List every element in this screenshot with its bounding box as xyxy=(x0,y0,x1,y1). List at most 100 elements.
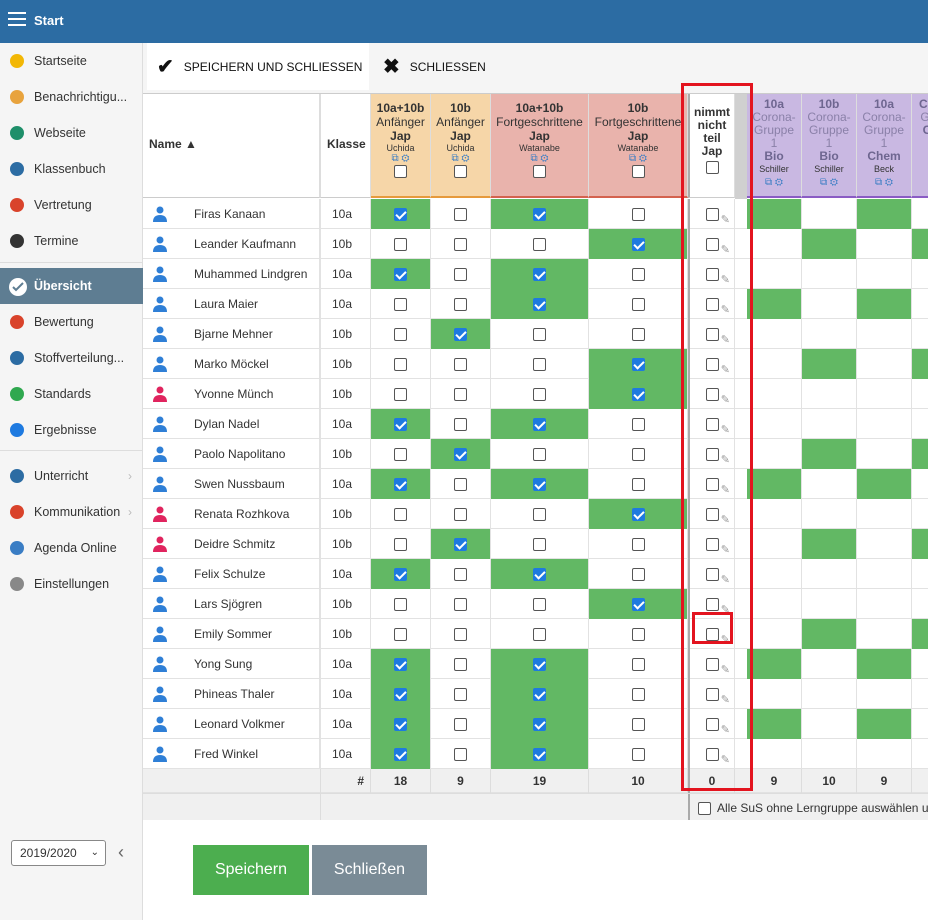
pencil-icon[interactable]: ✎ xyxy=(720,724,730,736)
sidebar-item-4[interactable]: Vertretung xyxy=(0,187,143,223)
group-membership-checkbox[interactable] xyxy=(631,477,645,491)
corona-group-cell[interactable] xyxy=(747,409,802,439)
group-membership-checkbox[interactable] xyxy=(394,297,407,311)
group-membership-checkbox[interactable] xyxy=(454,357,467,371)
pencil-icon[interactable]: ✎ xyxy=(720,304,730,316)
corona-group-cell[interactable] xyxy=(802,289,857,319)
corona-group-cell[interactable] xyxy=(802,259,857,289)
corona-group-cell[interactable] xyxy=(747,559,802,589)
group-membership-checkbox[interactable] xyxy=(533,717,546,731)
corona-group-cell[interactable] xyxy=(747,589,802,619)
corona-group-cell[interactable] xyxy=(857,619,912,649)
corona-group-cell[interactable] xyxy=(747,199,802,229)
pencil-icon[interactable]: ✎ xyxy=(720,334,730,346)
group-membership-checkbox[interactable] xyxy=(533,687,546,701)
pencil-icon[interactable]: ✎ xyxy=(720,754,730,766)
group-membership-checkbox[interactable] xyxy=(533,597,546,611)
not-participating-checkbox[interactable] xyxy=(705,447,719,461)
corona-group-cell[interactable] xyxy=(857,499,912,529)
group-membership-checkbox[interactable] xyxy=(394,567,407,581)
group-membership-checkbox[interactable] xyxy=(454,207,467,221)
group-membership-checkbox[interactable] xyxy=(631,537,645,551)
copy-settings-icon[interactable]: ⧉ ⚙ xyxy=(628,153,647,164)
corona-group-cell[interactable] xyxy=(857,199,912,229)
group-membership-checkbox[interactable] xyxy=(631,747,645,761)
corona-group-cell[interactable] xyxy=(802,469,857,499)
group-membership-checkbox[interactable] xyxy=(533,507,546,521)
pencil-icon[interactable]: ✎ xyxy=(720,424,730,436)
group-membership-checkbox[interactable] xyxy=(454,747,467,761)
group-membership-checkbox[interactable] xyxy=(394,657,407,671)
not-participating-checkbox[interactable] xyxy=(705,357,719,371)
not-participating-checkbox[interactable] xyxy=(705,507,719,521)
group-membership-checkbox[interactable] xyxy=(533,357,546,371)
group-membership-checkbox[interactable] xyxy=(454,687,467,701)
corona-group-cell[interactable] xyxy=(912,199,928,229)
sidebar-item-6[interactable]: Übersicht xyxy=(0,268,143,304)
corona-group-cell[interactable] xyxy=(912,529,928,559)
sidebar-item-9[interactable]: Standards xyxy=(0,376,143,412)
group-membership-checkbox[interactable] xyxy=(454,297,467,311)
group-membership-checkbox[interactable] xyxy=(533,237,546,251)
not-participating-checkbox[interactable] xyxy=(705,657,719,671)
corona-group-cell[interactable] xyxy=(912,379,928,409)
klasse-column-header[interactable]: Klasse xyxy=(320,94,371,198)
group-membership-checkbox[interactable] xyxy=(394,387,407,401)
corona-group-cell[interactable] xyxy=(747,379,802,409)
group-membership-checkbox[interactable] xyxy=(394,537,407,551)
sidebar-item-8[interactable]: Stoffverteilung... xyxy=(0,340,143,376)
copy-settings-icon[interactable]: ⧉ ⚙ xyxy=(391,153,410,164)
group-membership-checkbox[interactable] xyxy=(454,567,467,581)
close-form-button[interactable]: Schließen xyxy=(312,845,427,895)
group-membership-checkbox[interactable] xyxy=(533,657,546,671)
group-membership-checkbox[interactable] xyxy=(631,597,645,611)
corona-group-cell[interactable] xyxy=(912,679,928,709)
group-membership-checkbox[interactable] xyxy=(533,327,546,341)
sidebar-item-12[interactable]: Kommunikation › xyxy=(0,494,143,530)
close-button[interactable]: ✖ SCHLIESSEN xyxy=(369,43,509,90)
group-membership-checkbox[interactable] xyxy=(631,657,645,671)
corona-group-cell[interactable] xyxy=(912,439,928,469)
pencil-icon[interactable]: ✎ xyxy=(720,574,730,586)
pencil-icon[interactable]: ✎ xyxy=(720,484,730,496)
group-membership-checkbox[interactable] xyxy=(631,327,645,341)
corona-group-cell[interactable] xyxy=(912,259,928,289)
pencil-icon[interactable]: ✎ xyxy=(720,604,730,616)
pencil-icon[interactable]: ✎ xyxy=(720,634,730,646)
group-membership-checkbox[interactable] xyxy=(394,597,407,611)
corona-group-cell[interactable] xyxy=(857,379,912,409)
corona-group-cell[interactable] xyxy=(802,409,857,439)
group-membership-checkbox[interactable] xyxy=(631,687,645,701)
sidebar-item-0[interactable]: Startseite xyxy=(0,43,143,79)
corona-group-cell[interactable] xyxy=(857,649,912,679)
pencil-icon[interactable]: ✎ xyxy=(720,274,730,286)
pencil-icon[interactable]: ✎ xyxy=(720,694,730,706)
sidebar-item-1[interactable]: Benachrichtigu... xyxy=(0,79,143,115)
corona-group-cell[interactable] xyxy=(802,649,857,679)
collapse-sidebar-icon[interactable]: ‹ xyxy=(118,842,124,862)
group-membership-checkbox[interactable] xyxy=(533,207,546,221)
select-all-without-group[interactable]: Alle SuS ohne Lerngruppe auswählen u xyxy=(698,801,928,815)
corona-group-cell[interactable] xyxy=(747,319,802,349)
group-membership-checkbox[interactable] xyxy=(533,567,546,581)
pencil-icon[interactable]: ✎ xyxy=(720,214,730,226)
not-participating-checkbox[interactable] xyxy=(705,567,719,581)
not-participating-checkbox[interactable] xyxy=(705,687,719,701)
copy-settings-icon[interactable]: ⧉ ⚙ xyxy=(819,177,838,188)
group-membership-checkbox[interactable] xyxy=(454,327,467,341)
group-membership-checkbox[interactable] xyxy=(454,267,467,281)
sidebar-item-13[interactable]: Agenda Online xyxy=(0,530,143,566)
group-select-all-checkbox[interactable] xyxy=(454,165,467,179)
corona-group-cell[interactable] xyxy=(857,529,912,559)
corona-group-cell[interactable] xyxy=(802,319,857,349)
group-membership-checkbox[interactable] xyxy=(533,417,546,431)
sidebar-item-11[interactable]: Unterricht › xyxy=(0,458,143,494)
group-membership-checkbox[interactable] xyxy=(631,447,645,461)
group-membership-checkbox[interactable] xyxy=(631,237,645,251)
group-membership-checkbox[interactable] xyxy=(631,507,645,521)
corona-group-cell[interactable] xyxy=(912,499,928,529)
not-participating-checkbox[interactable] xyxy=(705,207,719,221)
group-membership-checkbox[interactable] xyxy=(394,747,407,761)
corona-group-cell[interactable] xyxy=(857,589,912,619)
group-membership-checkbox[interactable] xyxy=(394,357,407,371)
